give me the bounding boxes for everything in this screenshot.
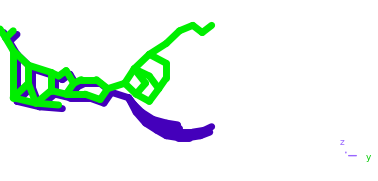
Text: y: y (366, 153, 371, 162)
Text: z: z (340, 138, 344, 147)
